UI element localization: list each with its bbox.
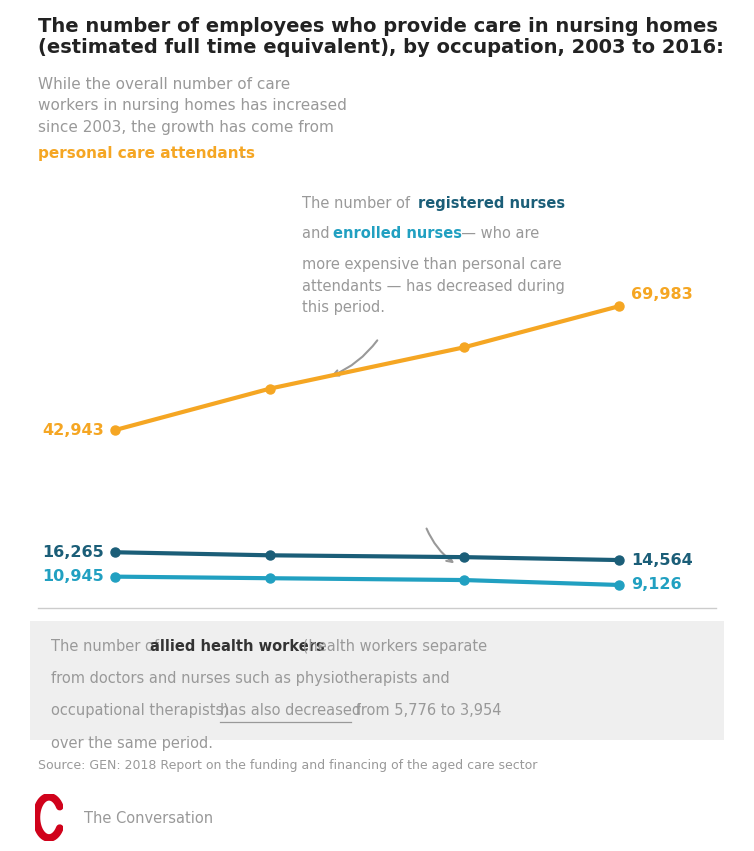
Text: (estimated full time equivalent), by occupation, 2003 to 2016:: (estimated full time equivalent), by occ…	[38, 38, 724, 57]
Text: The number of: The number of	[302, 196, 414, 211]
Text: and: and	[302, 226, 334, 242]
Text: enrolled nurses: enrolled nurses	[333, 226, 462, 242]
Text: While the overall number of care
workers in nursing homes has increased
since 20: While the overall number of care workers…	[38, 77, 347, 134]
Text: from 5,776 to 3,954: from 5,776 to 3,954	[351, 704, 501, 718]
Text: occupational therapists): occupational therapists)	[51, 704, 234, 718]
Text: over the same period.: over the same period.	[51, 735, 213, 751]
Text: personal care attendants: personal care attendants	[38, 146, 255, 162]
Text: .: .	[240, 146, 244, 162]
Text: 9,126: 9,126	[631, 578, 682, 592]
Text: 10,945: 10,945	[42, 569, 103, 584]
Text: has also decreased: has also decreased	[220, 704, 361, 718]
Text: 16,265: 16,265	[42, 545, 103, 560]
Text: The Conversation: The Conversation	[84, 811, 213, 826]
Text: — who are: — who are	[452, 226, 540, 242]
Text: registered nurses: registered nurses	[418, 196, 566, 211]
Text: (health workers separate: (health workers separate	[298, 639, 487, 654]
Text: 69,983: 69,983	[631, 287, 693, 301]
Text: Source: GEN: 2018 Report on the funding and financing of the aged care sector: Source: GEN: 2018 Report on the funding …	[38, 759, 537, 772]
Text: The number of employees who provide care in nursing homes: The number of employees who provide care…	[38, 17, 718, 36]
Text: from doctors and nurses such as physiotherapists and: from doctors and nurses such as physioth…	[51, 671, 449, 686]
Text: The number of: The number of	[51, 639, 164, 654]
Text: more expensive than personal care
attendants — has decreased during
this period.: more expensive than personal care attend…	[302, 257, 565, 315]
Text: 14,564: 14,564	[631, 552, 693, 568]
Text: allied health workers: allied health workers	[150, 639, 325, 654]
Text: 42,943: 42,943	[42, 422, 103, 437]
